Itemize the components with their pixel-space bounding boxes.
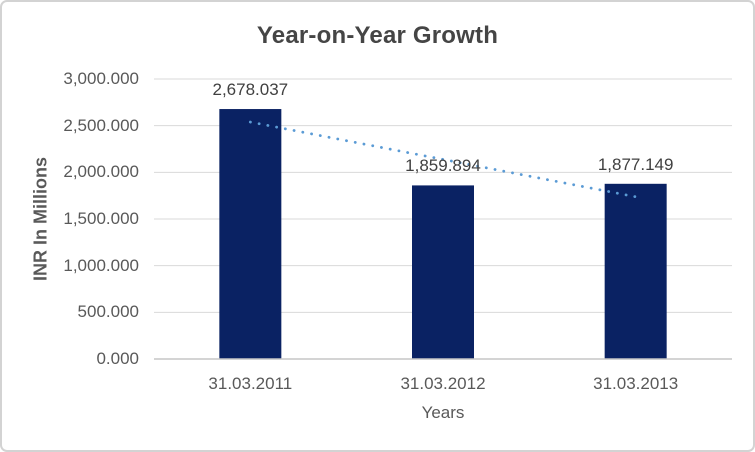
bar-31.03.2013[interactable] (604, 183, 667, 359)
y-tick-label: 0.000 (96, 349, 139, 368)
data-label: 1,859.894 (405, 156, 481, 176)
x-tick-label: 31.03.2013 (593, 374, 679, 393)
data-label: 1,877.149 (597, 154, 674, 174)
y-tick-label: 1,000.000 (63, 255, 139, 275)
x-axis-title: Years (421, 403, 465, 422)
y-tick-label: 3,000.000 (63, 69, 139, 88)
y-tick-label: 1,500.000 (63, 209, 139, 228)
x-tick-label: 31.03.2011 (208, 374, 293, 393)
chart-title: Year-on-Year Growth (256, 22, 499, 49)
trendline[interactable] (248, 120, 638, 199)
x-tick-label: 31.03.2012 (400, 374, 486, 393)
y-tick-label: 500.000 (77, 302, 139, 322)
bar-31.03.2012[interactable] (412, 185, 474, 359)
data-label: 2,678.037 (212, 80, 289, 100)
y-tick-label: 2,500.000 (63, 115, 139, 135)
bar-31.03.2011[interactable] (219, 109, 282, 359)
y-tick-label: 2,000.000 (63, 162, 139, 182)
